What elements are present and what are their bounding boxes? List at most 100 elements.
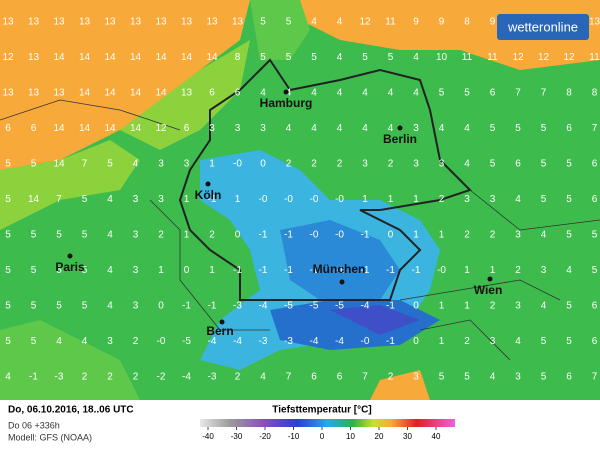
grid-value: 12 <box>512 52 524 63</box>
grid-value: -1 <box>361 230 370 241</box>
grid-value: 14 <box>53 159 65 170</box>
grid-value: 4 <box>5 372 11 383</box>
grid-value: 13 <box>53 17 65 28</box>
grid-value: 11 <box>487 52 498 63</box>
grid-value: 4 <box>362 88 368 99</box>
grid-value: 3 <box>209 123 215 134</box>
grid-value: 1 <box>209 265 215 276</box>
grid-value: -3 <box>284 336 293 347</box>
grid-value: -1 <box>284 230 293 241</box>
grid-value: 2 <box>158 230 164 241</box>
grid-value: 14 <box>104 52 116 63</box>
grid-value: 3 <box>133 230 139 241</box>
grid-value: 4 <box>107 301 113 312</box>
city-labels: Hamburg Berlin Köln Paris München Wien Bern <box>55 89 502 338</box>
grid-value: 5 <box>56 301 62 312</box>
grid-value: 13 <box>53 88 65 99</box>
grid-value: 3 <box>464 194 470 205</box>
grid-value: 4 <box>311 123 317 134</box>
grid-value: 5 <box>541 159 547 170</box>
grid-value: -5 <box>335 301 344 312</box>
city-label: Hamburg <box>260 96 313 110</box>
grid-value: 7 <box>286 372 292 383</box>
grid-value: 4 <box>107 194 113 205</box>
grid-value: 8 <box>566 88 572 99</box>
grid-value: 5 <box>566 336 572 347</box>
grid-value: 2 <box>107 372 113 383</box>
legend-tick-label: 40 <box>432 432 441 441</box>
grid-value: 3 <box>107 336 113 347</box>
grid-value: 5 <box>31 159 37 170</box>
grid-value: 1 <box>413 194 419 205</box>
grid-value: 7 <box>592 123 598 134</box>
grid-value: -0 <box>335 194 344 205</box>
grid-value: 13 <box>130 17 142 28</box>
grid-value: 4 <box>388 123 394 134</box>
grid-value: 2 <box>337 159 343 170</box>
grid-value: 7 <box>541 88 547 99</box>
grid-value: 4 <box>337 88 343 99</box>
grid-value: 3 <box>413 372 419 383</box>
grid-value: -4 <box>259 301 268 312</box>
grid-value: 0 <box>184 265 190 276</box>
grid-value: 14 <box>79 88 91 99</box>
grid-value: 6 <box>311 372 317 383</box>
legend-tick-label: -30 <box>231 432 243 441</box>
grid-value: 4 <box>464 123 470 134</box>
grid-value: -3 <box>259 336 268 347</box>
grid-value: 2 <box>209 230 215 241</box>
grid-value: 4 <box>337 123 343 134</box>
grid-value: 7 <box>515 88 521 99</box>
grid-value: 1 <box>184 194 190 205</box>
country-borders-minor <box>0 99 600 361</box>
grid-value: 5 <box>82 265 88 276</box>
grid-value: 2 <box>388 372 394 383</box>
grid-value: 3 <box>515 301 521 312</box>
grid-value: -2 <box>157 372 166 383</box>
grid-value: 6 <box>592 301 598 312</box>
grid-value: 12 <box>155 123 167 134</box>
grid-value: -1 <box>259 265 268 276</box>
grid-value: 13 <box>104 17 116 28</box>
grid-value: -5 <box>182 336 191 347</box>
grid-value: 9 <box>413 17 419 28</box>
grid-value: 13 <box>28 17 40 28</box>
grid-value: 12 <box>563 52 575 63</box>
grid-value: 2 <box>490 230 496 241</box>
grid-value: 2 <box>82 372 88 383</box>
grid-value: -3 <box>55 372 64 383</box>
grid-value: 4 <box>490 372 496 383</box>
grid-value: 3 <box>158 159 164 170</box>
grid-value: 4 <box>515 194 521 205</box>
grid-value: -3 <box>208 372 217 383</box>
grid-value: 3 <box>133 301 139 312</box>
grid-value: 5 <box>541 372 547 383</box>
grid-value: 4 <box>337 17 343 28</box>
grid-value: 4 <box>515 336 521 347</box>
grid-value: 3 <box>515 372 521 383</box>
grid-value: 3 <box>490 194 496 205</box>
grid-value: 4 <box>464 159 470 170</box>
city-dot <box>283 89 289 95</box>
grid-value: 1 <box>439 336 445 347</box>
grid-value: 7 <box>362 372 368 383</box>
grid-value: -5 <box>310 301 319 312</box>
grid-value: 4 <box>439 123 445 134</box>
grid-value: 4 <box>413 52 419 63</box>
grid-value: 4 <box>337 52 343 63</box>
grid-value: 4 <box>362 123 368 134</box>
grid-value: 2 <box>133 372 139 383</box>
grid-value: 6 <box>337 372 343 383</box>
grid-value: 3 <box>541 265 547 276</box>
grid-value: 5 <box>5 301 11 312</box>
grid-value: -5 <box>284 301 293 312</box>
grid-value: 5 <box>592 230 598 241</box>
grid-value: 4 <box>566 265 572 276</box>
grid-value: 7 <box>56 194 62 205</box>
grid-value: -0 <box>437 265 446 276</box>
grid-value: 5 <box>31 301 37 312</box>
grid-value: 3 <box>413 123 419 134</box>
grid-value: 4 <box>413 88 419 99</box>
grid-value: 5 <box>82 194 88 205</box>
grid-value: 1 <box>158 265 164 276</box>
